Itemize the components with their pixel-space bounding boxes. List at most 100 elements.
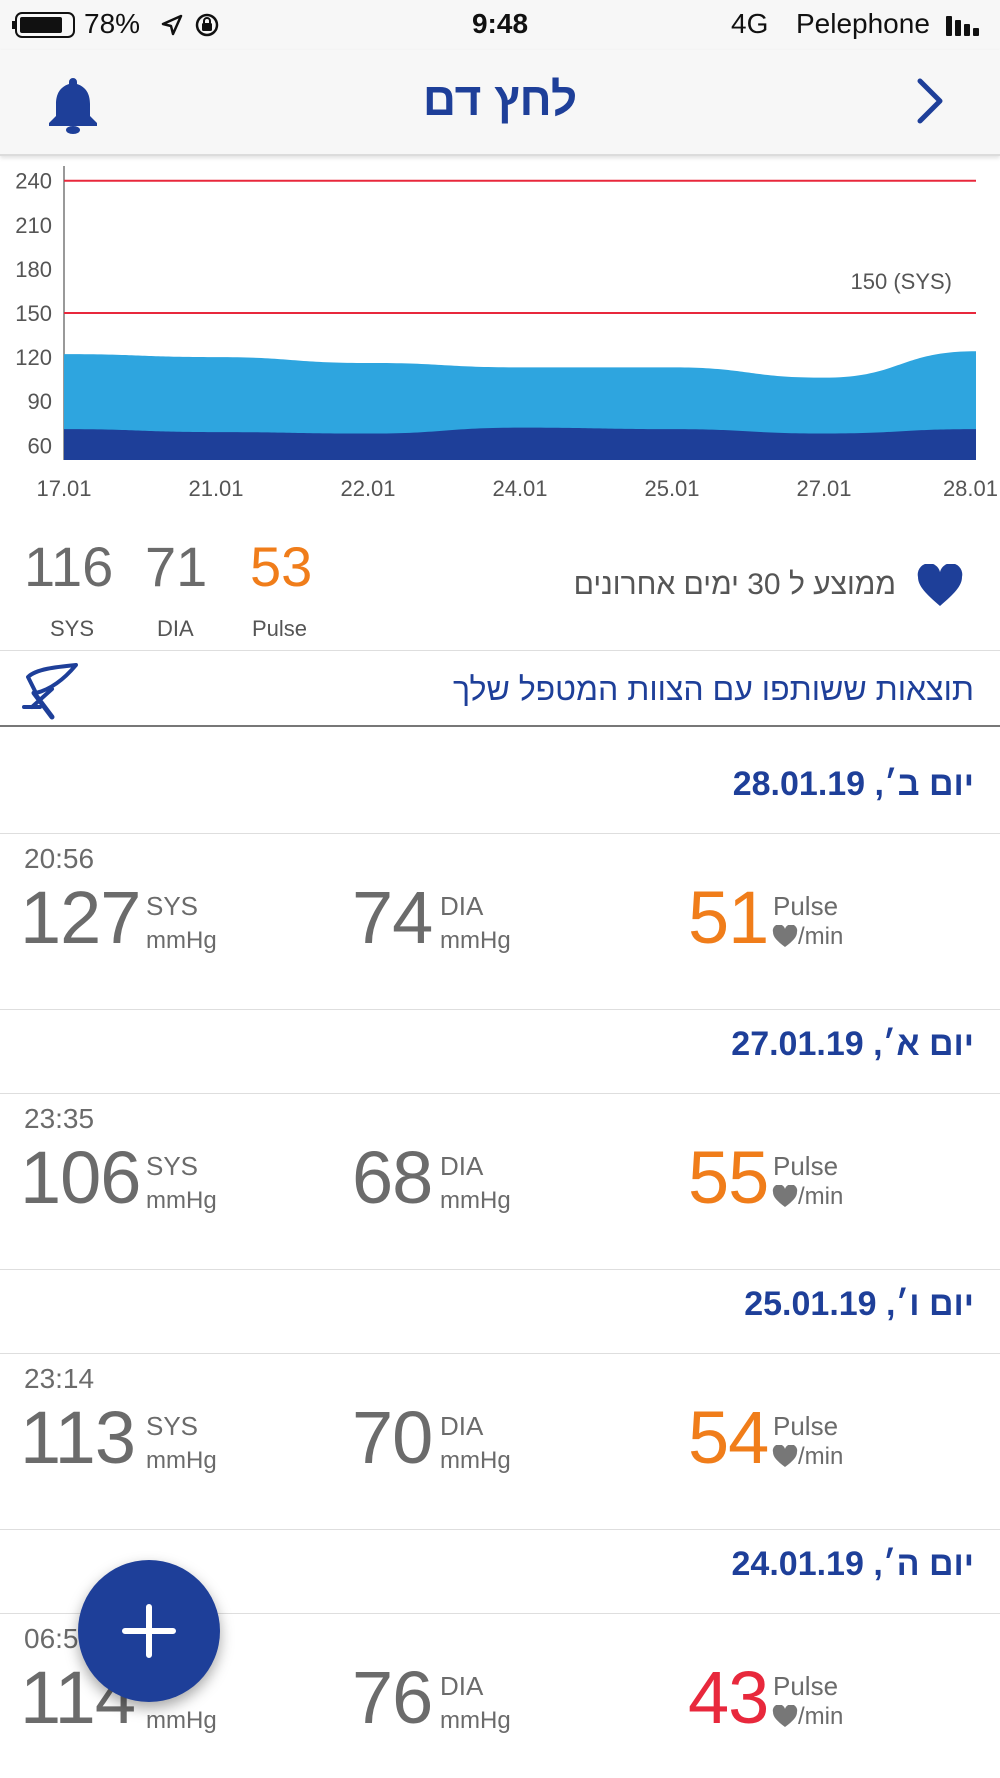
- reading-group[interactable]: יום ה׳, 24.01.19 06:5 114 mmHg 76 DIA mm…: [0, 1507, 1000, 1778]
- avg-dia-value: 71: [145, 535, 208, 598]
- dia-value: 70: [352, 1396, 433, 1479]
- reading-date: יום ה׳, 24.01.19: [731, 1545, 974, 1583]
- x-tick-label: 21.01: [188, 476, 243, 501]
- rotation-lock-icon: [195, 13, 219, 37]
- pulse-label: Pulse: [773, 891, 839, 921]
- x-tick-label: 25.01: [644, 476, 699, 501]
- per-min-label: /min: [798, 923, 844, 950]
- avg-sys-label: SYS: [50, 616, 95, 641]
- status-bar: 78% 9:48 4G Pelephone: [0, 0, 1000, 50]
- dia-area: [64, 427, 976, 460]
- shared-results-banner[interactable]: תוצאות ששותפו עם הצוות המטפל שלך: [0, 651, 1000, 725]
- divider: [0, 650, 1000, 651]
- avg-pulse-value: 53: [250, 535, 313, 598]
- reading-date: יום ו׳, 25.01.19: [744, 1285, 974, 1323]
- mmhg-label: mmHg: [146, 1187, 217, 1214]
- y-tick-label: 240: [15, 169, 52, 194]
- y-tick-label: 180: [15, 257, 52, 282]
- per-min-label: /min: [798, 1183, 844, 1210]
- dia-value: 76: [352, 1656, 433, 1739]
- avg-pulse-label: Pulse: [252, 616, 308, 641]
- carrier-name: Pelephone: [796, 8, 930, 39]
- battery-icon: [12, 12, 75, 38]
- x-tick-label: 22.01: [340, 476, 395, 501]
- x-tick-label: 27.01: [796, 476, 851, 501]
- satellite-dish-icon: [22, 663, 78, 720]
- mmhg-label: mmHg: [146, 1447, 217, 1474]
- reading-time: 06:5: [24, 1623, 79, 1654]
- mmhg-label: mmHg: [146, 927, 217, 954]
- mmhg-label: mmHg: [146, 1707, 217, 1734]
- app-header: לחץ דם: [0, 50, 1000, 156]
- heart-icon: [917, 564, 963, 606]
- sys-value: 127: [20, 876, 141, 959]
- heart-icon: [772, 925, 798, 947]
- sys-label: SYS: [146, 1151, 199, 1181]
- dia-label: DIA: [440, 891, 484, 921]
- reading-time: 23:35: [24, 1103, 95, 1134]
- divider: [0, 833, 1000, 834]
- mmhg-label: mmHg: [440, 927, 511, 954]
- divider: [0, 1353, 1000, 1354]
- network-type: 4G: [731, 8, 769, 39]
- clock: 9:48: [471, 8, 529, 39]
- reading-group[interactable]: יום ב׳, 28.01.19 20:56 127 SYS mmHg 74 D…: [0, 727, 1000, 1010]
- page-title: לחץ דם: [422, 73, 578, 125]
- divider: [0, 1009, 1000, 1010]
- dia-value: 74: [352, 876, 433, 959]
- divider: [0, 1529, 1000, 1530]
- per-min-label: /min: [798, 1443, 844, 1470]
- heart-icon: [772, 1445, 798, 1467]
- x-tick-label: 24.01: [492, 476, 547, 501]
- sys-value: 106: [20, 1136, 141, 1219]
- mmhg-label: mmHg: [440, 1707, 511, 1734]
- sys-label: SYS: [146, 891, 199, 921]
- pulse-label: Pulse: [773, 1671, 839, 1701]
- x-tick-label: 28.01: [943, 476, 998, 501]
- blood-pressure-chart: 150 (SYS) 60 90 120 150 180 210 240 17.01 21.01…: [15, 166, 998, 501]
- divider: [0, 1613, 1000, 1614]
- avg-dia-label: DIA: [157, 616, 194, 641]
- per-min-label: /min: [798, 1703, 844, 1730]
- x-tick-label: 17.01: [36, 476, 91, 501]
- sys-value: 113: [20, 1396, 136, 1479]
- y-tick-label: 60: [28, 433, 52, 458]
- signal-icon: [946, 16, 979, 36]
- heart-icon: [772, 1705, 798, 1727]
- add-reading-button[interactable]: [78, 1560, 220, 1702]
- reference-line-label: 150 (SYS): [851, 269, 953, 294]
- shared-results-text: תוצאות ששותפו עם הצוות המטפל שלך: [453, 671, 974, 707]
- bell-icon[interactable]: [46, 76, 100, 134]
- y-tick-label: 210: [15, 213, 52, 238]
- pulse-value: 55: [688, 1136, 769, 1219]
- y-tick-label: 150: [15, 301, 52, 326]
- average-period-text: ממוצע ל 30 ימים אחרונים: [573, 568, 896, 601]
- heart-icon: [772, 1185, 798, 1207]
- reading-time: 20:56: [24, 843, 95, 874]
- reading-group[interactable]: יום א׳, 27.01.19 23:35 106 SYS mmHg 68 D…: [0, 987, 1000, 1247]
- dia-label: DIA: [440, 1671, 484, 1701]
- summary-panel: 116 SYS 71 DIA 53 Pulse ממוצע ל 30 ימים …: [0, 520, 1000, 650]
- pulse-value: 43: [688, 1656, 769, 1739]
- pulse-value: 54: [688, 1396, 769, 1479]
- dia-value: 68: [352, 1136, 433, 1219]
- chevron-right-icon[interactable]: [912, 76, 948, 126]
- reading-date: יום ב׳, 28.01.19: [732, 765, 974, 803]
- location-icon: [161, 14, 183, 36]
- battery-percent: 78%: [84, 8, 141, 39]
- divider: [0, 1269, 1000, 1270]
- dia-label: DIA: [440, 1411, 484, 1441]
- y-tick-label: 120: [15, 345, 52, 370]
- dia-label: DIA: [440, 1151, 484, 1181]
- divider: [0, 1093, 1000, 1094]
- plus-icon: [122, 1604, 176, 1658]
- sys-label: SYS: [146, 1411, 199, 1441]
- reading-group[interactable]: יום ו׳, 25.01.19 23:14 113 SYS mmHg 70 D…: [0, 1247, 1000, 1507]
- reading-date: יום א׳, 27.01.19: [731, 1025, 974, 1063]
- reading-time: 23:14: [24, 1363, 95, 1394]
- pulse-label: Pulse: [773, 1151, 839, 1181]
- mmhg-label: mmHg: [440, 1447, 511, 1474]
- mmhg-label: mmHg: [440, 1187, 511, 1214]
- pulse-label: Pulse: [773, 1411, 839, 1441]
- y-tick-label: 90: [28, 389, 52, 414]
